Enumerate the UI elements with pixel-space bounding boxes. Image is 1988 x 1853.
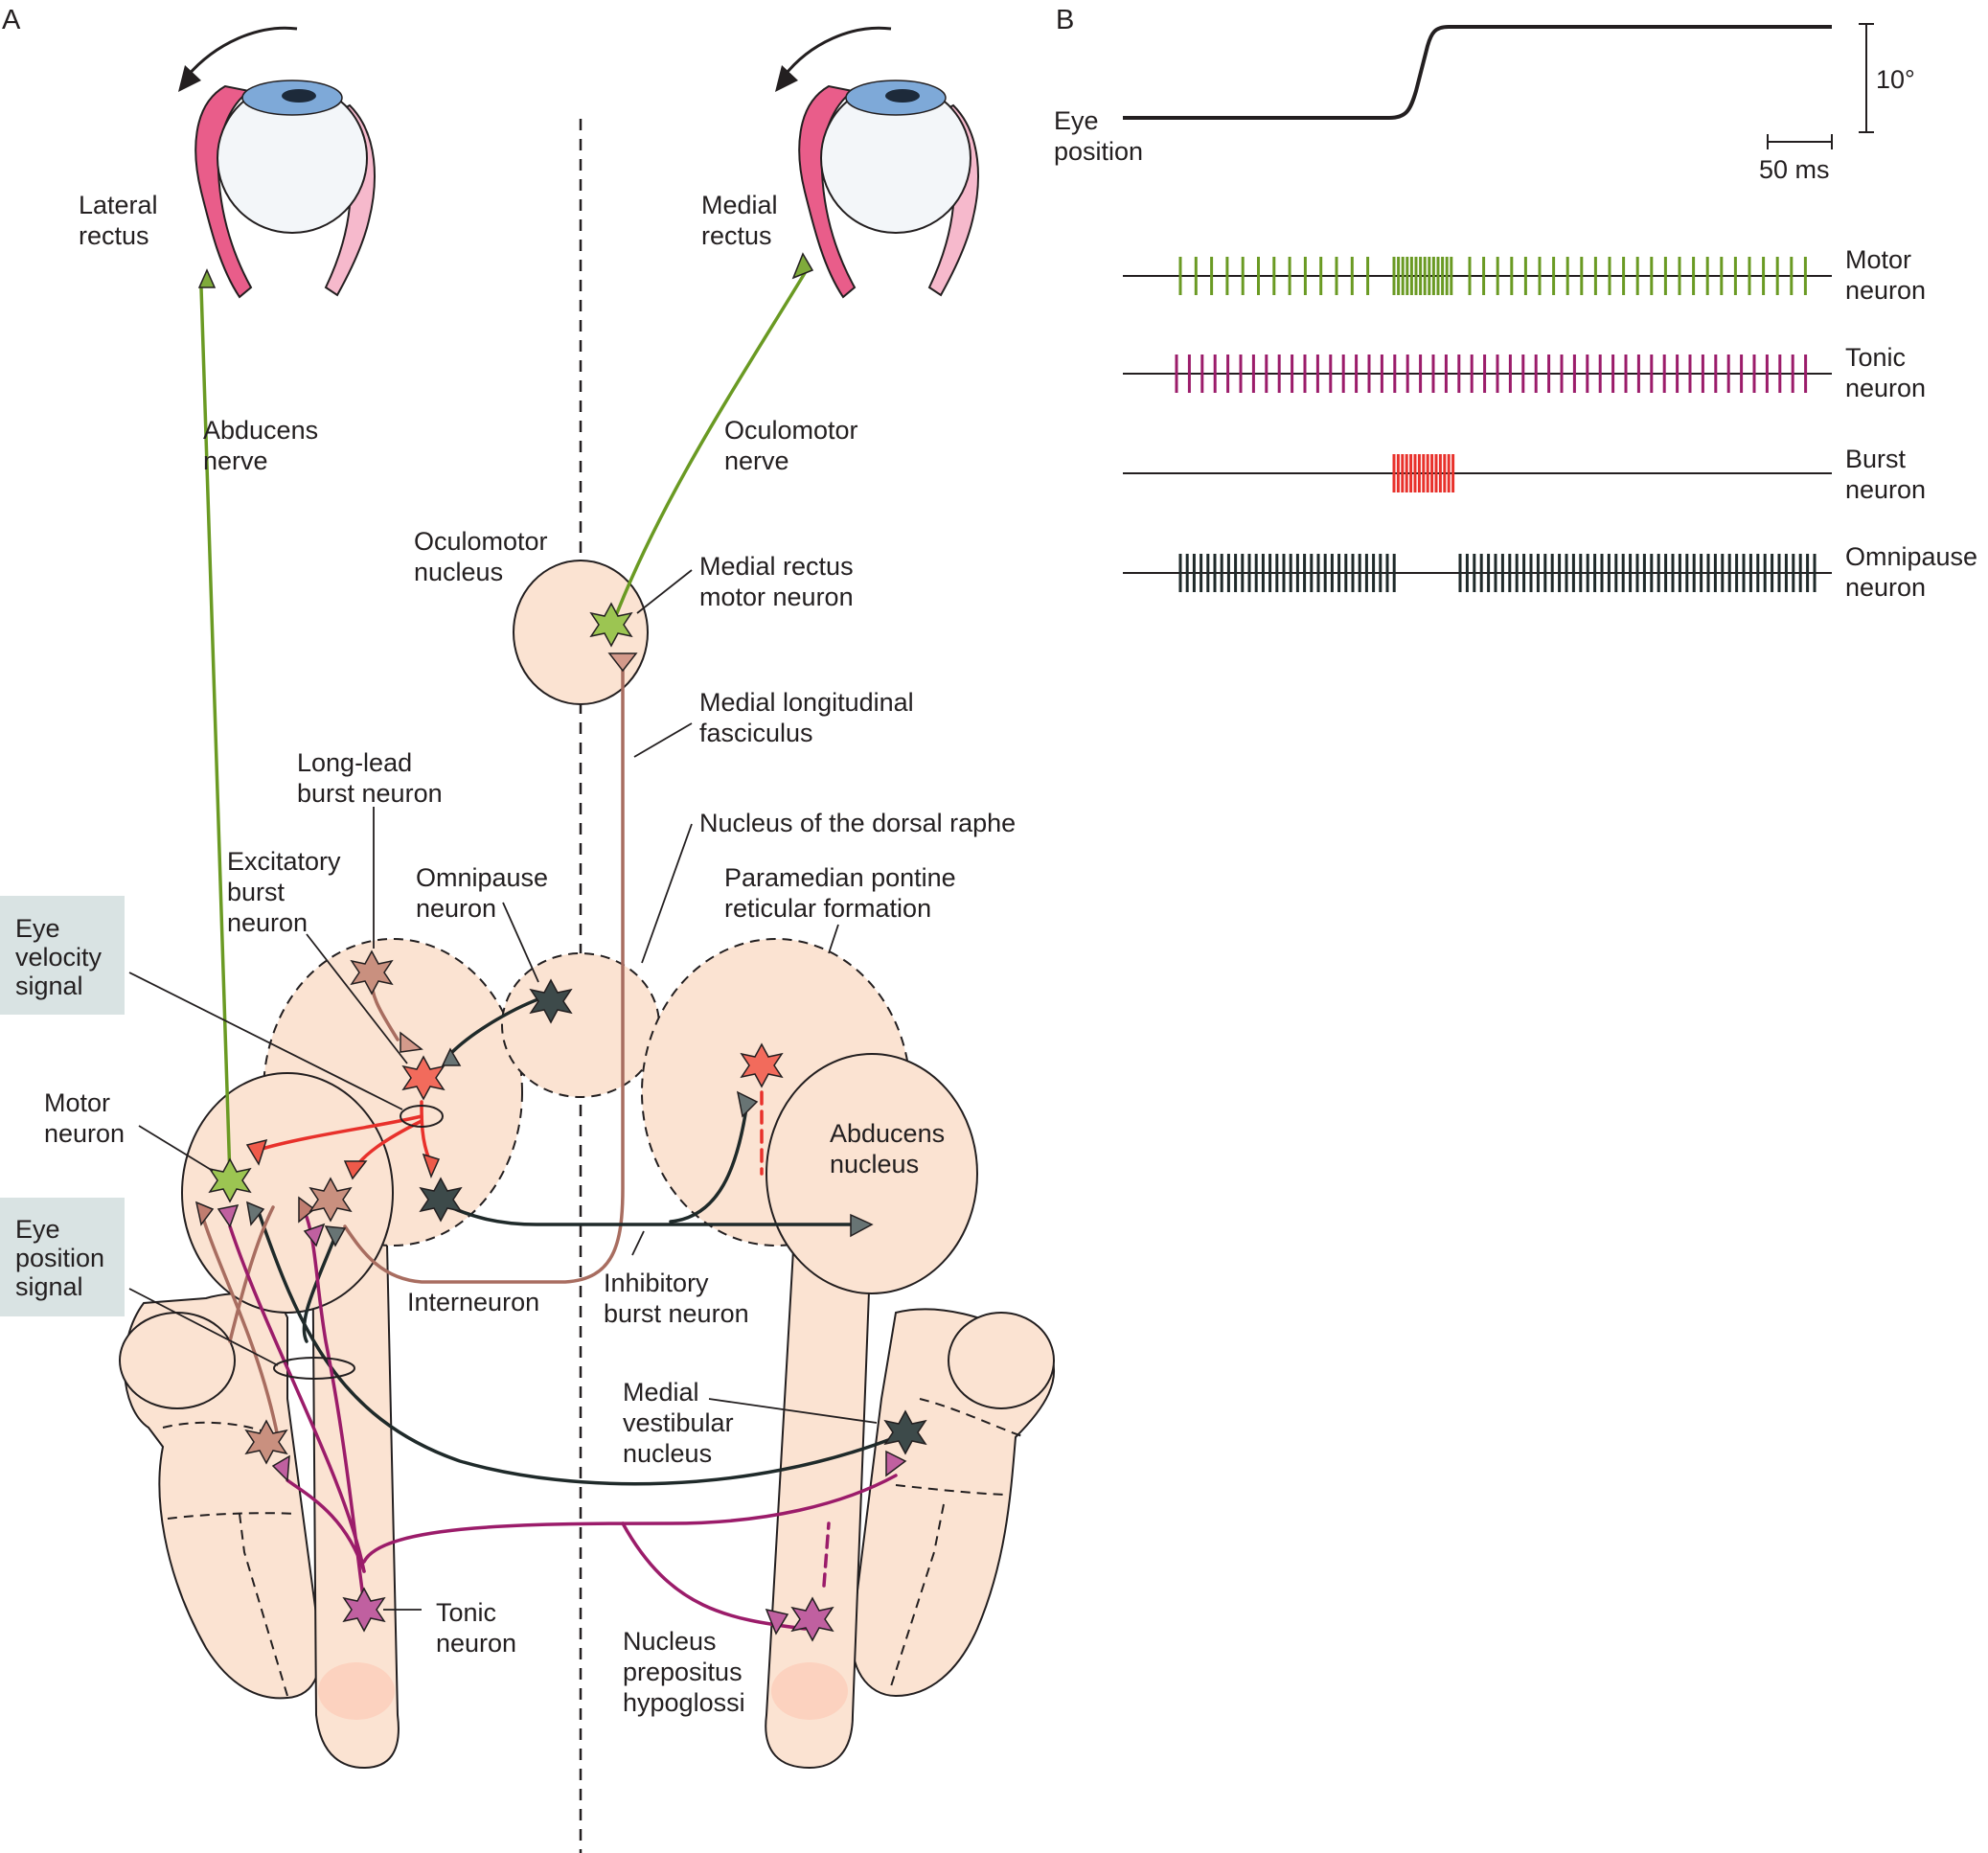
label-mlf-1: Medial longitudinal [699,688,914,717]
label-train-motor-1: Motor [1845,245,1911,274]
label-eye-position-b-1: Eye [1054,106,1099,135]
label-lateral-rectus-2: rectus [79,221,149,250]
label-ibn-1: Inhibitory [604,1269,709,1297]
left-vestibular-cap [119,1312,236,1409]
left-abducens-nucleus [181,1072,394,1314]
omnipause-region [501,952,660,1098]
left-eye-group [178,26,376,299]
label-omnipause-2: neuron [416,894,496,923]
right-rotation-arrow-icon [782,26,892,78]
motor-neuron-spikes [1178,257,1807,295]
label-eye-position-b-2: position [1054,137,1143,166]
label-nph-1: Nucleus [623,1627,717,1656]
abducens-nerve-axon [199,286,232,1180]
label-abducens-nerve-2: nerve [203,446,268,475]
train-burst-neuron: Burst neuron [1123,445,1926,504]
label-mr-motor-neuron-2: motor neuron [699,583,854,611]
label-eye-velocity-3: signal [15,972,83,1000]
label-eye-velocity-1: Eye [15,914,60,943]
label-tonic-neuron-2: neuron [436,1629,516,1658]
label-medial-rectus-2: rectus [701,221,772,250]
label-train-burst-2: neuron [1845,475,1926,504]
label-nph-3: hypoglossi [623,1688,745,1717]
panel-a-letter: A [2,5,21,35]
panel-a-labels: Lateral rectus Medial rectus Abducens ne… [15,191,1016,1717]
label-omnipause-1: Omnipause [416,863,548,892]
label-interneuron: Interneuron [407,1288,539,1316]
label-eye-velocity-2: velocity [15,943,103,972]
label-motor-neuron-2: neuron [44,1119,125,1148]
train-omnipause-neuron: Omnipause neuron [1123,542,1977,602]
label-train-tonic-2: neuron [1845,374,1926,402]
label-eye-position-2: position [15,1244,104,1272]
label-train-omnipause-2: neuron [1845,573,1926,602]
label-oculomotor-nerve-1: Oculomotor [724,416,858,445]
label-ebn-1: Excitatory [227,847,341,876]
label-motor-neuron-1: Motor [44,1088,110,1117]
right-eye-group [775,26,979,299]
label-abducens-nucleus-2: nucleus [830,1150,919,1178]
label-train-tonic-1: Tonic [1845,343,1906,372]
label-eye-position-1: Eye [15,1215,60,1244]
label-oculomotor-nerve-2: nerve [724,446,789,475]
label-ibn-2: burst neuron [604,1299,749,1328]
right-vestibular-cap [948,1312,1055,1409]
label-mr-motor-neuron-1: Medial rectus [699,552,854,581]
label-long-lead-2: burst neuron [297,779,443,808]
oculomotor-nerve-axon [611,271,807,625]
terminals [194,252,907,1636]
burst-neuron-spikes [1392,454,1455,492]
eye-position-trace [1123,25,1832,120]
label-oculomotor-nucleus-2: nucleus [414,558,503,586]
label-ebn-3: neuron [227,908,308,937]
scale-bars [1767,23,1874,149]
label-lateral-rectus-1: Lateral [79,191,158,219]
label-mvn-2: vestibular [623,1408,734,1437]
label-train-burst-1: Burst [1845,445,1907,473]
label-tonic-neuron-1: Tonic [436,1598,496,1627]
label-mvn-1: Medial [623,1378,699,1407]
panel-b: B Eye position 10° 50 ms Motor neuron To… [1054,5,1977,602]
right-abducens-nucleus [765,1053,978,1294]
label-pprf-1: Paramedian pontine [724,863,956,892]
eye-velocity-callout-box [0,896,125,1015]
eye-position-signal-marker [273,1357,355,1380]
train-tonic-neuron: Tonic neuron [1123,343,1926,402]
label-train-omnipause-1: Omnipause [1845,542,1977,571]
eye-velocity-signal-marker [400,1105,444,1128]
panel-a: A [0,5,1055,1853]
oculomotor-nucleus [513,560,649,705]
scale-horizontal-label: 50 ms [1759,155,1830,184]
label-nph-2: prepositus [623,1658,743,1686]
label-abducens-nucleus-1: Abducens [830,1119,945,1148]
label-train-motor-2: neuron [1845,276,1926,305]
scale-vertical-label: 10° [1876,65,1915,94]
omnipause-neuron-spikes [1178,554,1817,592]
label-pprf-2: reticular formation [724,894,931,923]
label-eye-position-3: signal [15,1272,83,1301]
train-motor-neuron: Motor neuron [1123,245,1926,305]
label-abducens-nerve-1: Abducens [203,416,318,445]
label-mlf-2: fasciculus [699,719,813,747]
panel-b-letter: B [1056,5,1074,35]
left-rotation-arrow-icon [185,26,298,78]
leader-lines [128,569,878,1611]
label-ebn-2: burst [227,878,286,906]
eye-position-callout-box [0,1198,125,1316]
tonic-neuron-spikes [1175,355,1808,393]
label-mvn-3: nucleus [623,1439,712,1468]
label-dorsal-raphe: Nucleus of the dorsal raphe [699,809,1016,837]
label-long-lead-1: Long-lead [297,748,412,777]
label-oculomotor-nucleus-1: Oculomotor [414,527,548,556]
label-medial-rectus-1: Medial [701,191,778,219]
